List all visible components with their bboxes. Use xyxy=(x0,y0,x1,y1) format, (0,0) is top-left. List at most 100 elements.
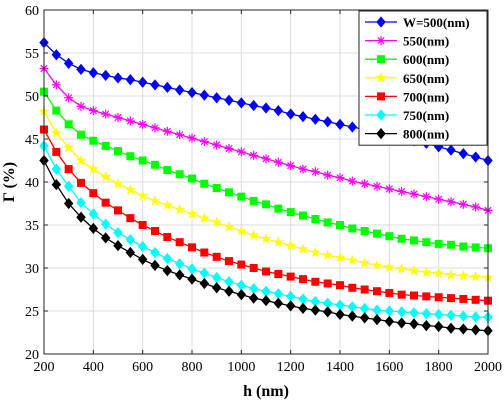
data-point xyxy=(347,310,358,322)
data-point xyxy=(211,282,222,294)
data-point xyxy=(261,295,271,307)
data-point xyxy=(457,270,469,281)
y-tick-label: 55 xyxy=(25,47,39,62)
data-point xyxy=(286,161,296,171)
data-point xyxy=(285,108,296,120)
data-point xyxy=(137,240,148,253)
legend-label: 650(nm) xyxy=(403,71,449,86)
data-point xyxy=(150,123,160,133)
data-point xyxy=(89,136,98,145)
data-point xyxy=(212,140,222,150)
data-point xyxy=(187,273,197,285)
data-point xyxy=(470,270,482,282)
data-point xyxy=(433,267,445,278)
data-point xyxy=(309,246,321,258)
data-point xyxy=(298,164,308,174)
data-point xyxy=(125,233,136,246)
legend-label: 700(nm) xyxy=(403,89,449,104)
data-point xyxy=(421,307,432,320)
data-point xyxy=(187,174,196,183)
data-point xyxy=(385,288,394,297)
x-tick-label: 400 xyxy=(83,360,104,375)
data-point xyxy=(323,279,332,288)
data-point xyxy=(199,137,209,147)
data-point xyxy=(100,232,111,244)
data-point xyxy=(163,233,172,242)
x-tick-label: 1000 xyxy=(227,360,255,375)
data-point xyxy=(224,257,233,266)
data-point xyxy=(420,266,432,277)
data-point xyxy=(273,288,284,300)
data-point xyxy=(421,319,432,332)
data-point xyxy=(64,93,74,103)
data-point xyxy=(137,190,149,201)
data-point xyxy=(64,120,73,129)
data-point xyxy=(149,195,161,206)
data-point xyxy=(347,301,358,313)
legend-label: 800(nm) xyxy=(403,127,449,142)
data-point xyxy=(52,106,61,115)
data-point xyxy=(372,229,381,238)
data-point xyxy=(471,202,481,212)
data-point xyxy=(446,197,456,207)
data-point xyxy=(372,313,382,326)
data-point xyxy=(212,184,221,193)
data-point xyxy=(174,203,186,215)
data-point xyxy=(77,130,86,139)
data-point xyxy=(223,221,235,232)
data-point xyxy=(285,300,296,312)
data-point xyxy=(174,269,185,281)
data-point xyxy=(409,318,419,330)
data-point xyxy=(212,252,221,261)
data-point xyxy=(409,307,419,319)
y-tick-label: 45 xyxy=(25,133,39,148)
data-point xyxy=(113,113,123,122)
data-point xyxy=(187,243,196,252)
data-point xyxy=(360,227,369,236)
data-point xyxy=(249,263,258,272)
data-point xyxy=(101,141,110,150)
data-point xyxy=(458,199,468,209)
data-point xyxy=(322,249,334,260)
data-point xyxy=(186,208,198,219)
data-point xyxy=(348,224,357,233)
data-point xyxy=(471,243,480,252)
data-point xyxy=(100,218,111,230)
x-tick-label: 600 xyxy=(132,360,153,375)
data-point xyxy=(359,302,370,315)
legend-entry: 800(nm) xyxy=(365,127,449,142)
data-point xyxy=(88,106,98,116)
data-point xyxy=(383,261,395,272)
legend-entry: 750(nm) xyxy=(365,108,449,123)
data-point xyxy=(211,216,223,228)
data-point xyxy=(77,178,86,187)
x-tick-label: 2000 xyxy=(474,360,502,375)
data-point xyxy=(150,227,159,236)
x-tick-label: 1200 xyxy=(277,360,305,375)
data-point xyxy=(162,126,172,136)
data-point xyxy=(137,76,148,88)
data-point xyxy=(396,306,407,318)
data-point xyxy=(446,294,455,303)
data-point xyxy=(360,179,370,189)
data-point xyxy=(198,212,210,223)
legend-label: 600(nm) xyxy=(403,52,449,67)
data-point xyxy=(446,240,455,249)
data-point xyxy=(286,208,295,217)
legend-label: 550(nm) xyxy=(403,34,449,49)
data-point xyxy=(396,317,407,329)
data-point xyxy=(446,322,456,334)
data-point xyxy=(162,252,173,265)
data-point xyxy=(408,264,420,276)
data-point xyxy=(335,118,345,131)
data-point xyxy=(298,211,307,220)
data-point xyxy=(200,248,209,257)
data-point xyxy=(409,236,418,245)
data-point xyxy=(211,92,222,104)
data-point xyxy=(75,154,87,166)
data-point xyxy=(310,167,320,177)
data-point xyxy=(249,150,259,160)
data-point xyxy=(273,297,284,309)
data-point xyxy=(125,74,136,86)
data-point xyxy=(224,285,234,297)
